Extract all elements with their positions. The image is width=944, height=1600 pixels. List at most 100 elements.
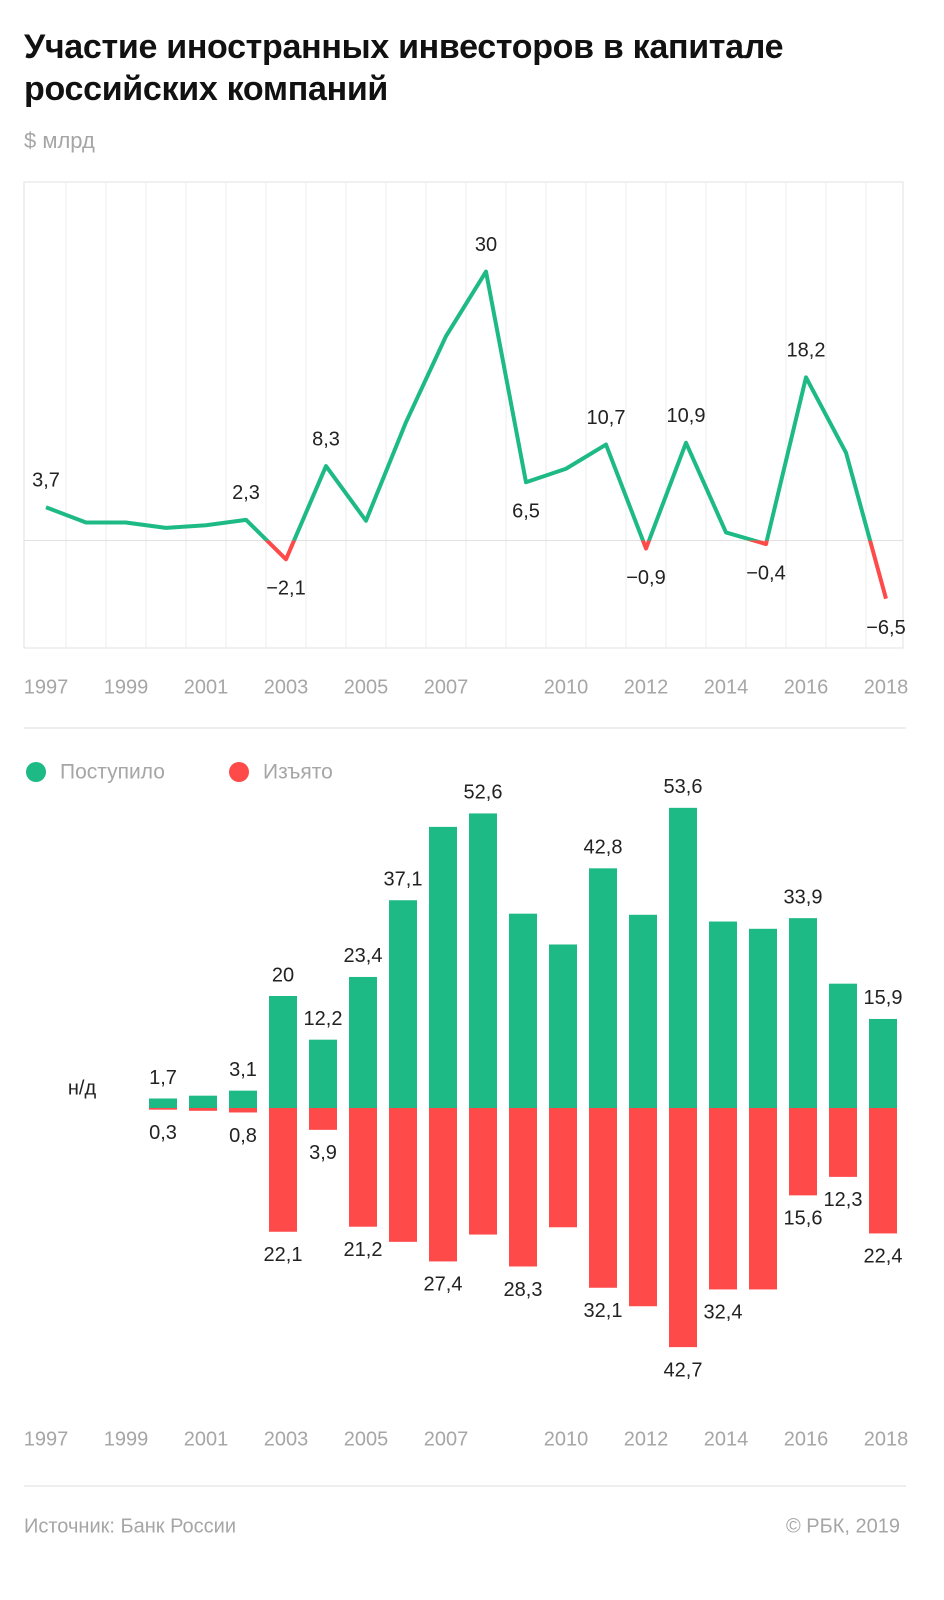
x-tick-label: 1999: [104, 1428, 149, 1450]
bar: [709, 1108, 737, 1290]
legend-label: Поступило: [60, 761, 165, 784]
x-tick-label: 2016: [784, 676, 829, 698]
bar: [509, 1108, 537, 1267]
bar: [149, 1098, 177, 1108]
bar: [869, 1108, 897, 1234]
bar: [509, 913, 537, 1108]
value-label: 37,1: [384, 869, 423, 891]
value-label: 32,1: [584, 1300, 623, 1322]
x-tick-label: 2012: [624, 676, 669, 698]
x-tick-label: 1997: [24, 1428, 69, 1450]
bar: [829, 1108, 857, 1177]
bar: [789, 1108, 817, 1196]
bar: [469, 813, 497, 1108]
bar: [789, 918, 817, 1108]
bar: [589, 868, 617, 1108]
source: Источник: Банк России: [24, 1515, 236, 1537]
x-tick-label: 1999: [104, 676, 149, 698]
value-label: 10,9: [667, 405, 706, 427]
bar: [189, 1108, 217, 1111]
bar: [669, 807, 697, 1108]
bar: [749, 1108, 777, 1290]
bar: [349, 976, 377, 1108]
bar: [389, 1108, 417, 1242]
bar: [309, 1108, 337, 1130]
bar: [189, 1095, 217, 1108]
copyright: © РБК, 2019: [786, 1515, 900, 1537]
value-label: 42,7: [664, 1359, 703, 1381]
x-tick-label: 1997: [24, 676, 69, 698]
value-label: 15,9: [864, 987, 903, 1009]
x-tick-label: 2010: [544, 676, 589, 698]
value-label: 33,9: [784, 886, 823, 908]
bar: [429, 826, 457, 1108]
value-label: −0,9: [626, 567, 665, 589]
x-tick-label: 2016: [784, 1428, 829, 1450]
bar: [149, 1108, 177, 1110]
bar: [269, 996, 297, 1108]
bar: [549, 1108, 577, 1228]
value-label: −0,4: [746, 562, 785, 584]
value-label: 22,4: [864, 1246, 903, 1268]
bar: [469, 1108, 497, 1235]
value-label: 0,3: [149, 1122, 177, 1144]
value-label: 6,5: [512, 500, 540, 522]
x-tick-label: 2007: [424, 676, 469, 698]
line: [45, 269, 888, 600]
bar: [309, 1039, 337, 1108]
x-tick-label: 2003: [264, 676, 309, 698]
value-label: 12,3: [824, 1189, 863, 1211]
x-tick-label: 2018: [864, 1428, 909, 1450]
value-label: 3,9: [309, 1142, 337, 1164]
x-tick-label: 2014: [704, 1428, 749, 1450]
value-label: 22,1: [264, 1244, 303, 1266]
bar: [709, 921, 737, 1108]
value-label: −6,5: [866, 617, 905, 639]
bar: [269, 1108, 297, 1232]
plot-frame: [23, 181, 904, 649]
title: Участие иностранных инвесторов в капитал…: [24, 28, 784, 108]
value-label: 1,7: [149, 1067, 177, 1089]
value-label: 15,6: [784, 1208, 823, 1230]
x-tick-label: 2007: [424, 1428, 469, 1450]
value-label: 53,6: [664, 776, 703, 798]
bar: [629, 914, 657, 1108]
x-tick-label: 2003: [264, 1428, 309, 1450]
bar: [229, 1090, 257, 1108]
legend-label: Изъято: [263, 761, 333, 784]
value-label: 8,3: [312, 428, 340, 450]
bar: [349, 1108, 377, 1227]
value-label: 3,7: [32, 470, 60, 492]
bar: [629, 1108, 657, 1307]
x-tick-label: 2001: [184, 1428, 229, 1450]
x-tick-label: 2001: [184, 676, 229, 698]
x-tick-label: 2014: [704, 676, 749, 698]
x-tick-label: 2018: [864, 676, 909, 698]
x-tick-label: 2012: [624, 1428, 669, 1450]
value-label: 52,6: [464, 782, 503, 804]
value-label: 21,2: [344, 1239, 383, 1261]
value-label: 32,4: [704, 1302, 743, 1324]
x-tick-label: 2005: [344, 676, 389, 698]
missing-label: н/д: [68, 1077, 97, 1099]
value-label: 0,8: [229, 1125, 257, 1147]
legend-marker: [26, 762, 46, 782]
value-label: 2,3: [232, 482, 260, 504]
value-label: 28,3: [504, 1279, 543, 1301]
bar: [229, 1108, 257, 1113]
value-label: 10,7: [587, 407, 626, 429]
value-label: 20: [272, 964, 294, 986]
value-label: 27,4: [424, 1274, 463, 1296]
subtitle: $ млрд: [24, 128, 95, 153]
value-label: 42,8: [584, 837, 623, 859]
bar: [389, 900, 417, 1108]
x-tick-label: 2010: [544, 1428, 589, 1450]
value-label: 23,4: [344, 945, 383, 967]
bar: [869, 1018, 897, 1108]
bar: [549, 944, 577, 1108]
value-label: 30: [475, 234, 497, 256]
bar: [749, 928, 777, 1108]
value-label: 18,2: [787, 340, 826, 362]
